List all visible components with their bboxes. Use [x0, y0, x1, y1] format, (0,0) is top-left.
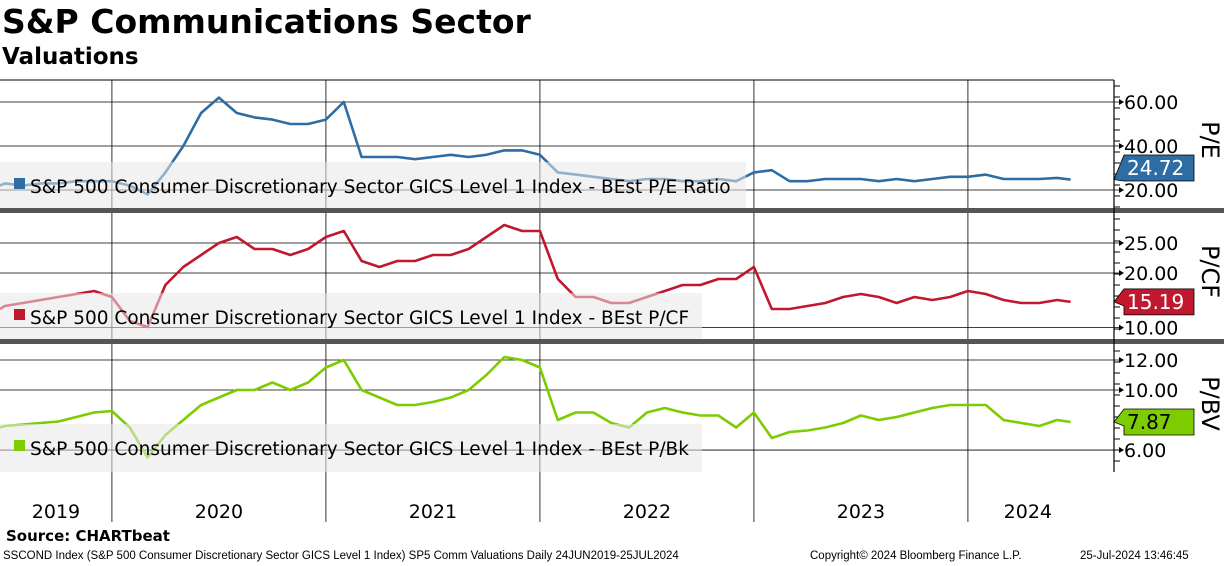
y-tick-label: 6.00: [1124, 440, 1166, 462]
y-tick-arrow: [1119, 142, 1124, 149]
y-tick-label: 20.00: [1124, 263, 1178, 285]
last-value-tag: [1113, 154, 1195, 182]
panel-separator: [0, 208, 1224, 213]
legend-label: S&P 500 Consumer Discretionary Sector GI…: [30, 177, 731, 198]
y-tick-arrow: [1119, 357, 1124, 364]
x-tick-label: 2021: [409, 501, 457, 523]
last-value-label: 7.87: [1127, 410, 1172, 434]
y-tick-label: 25.00: [1124, 233, 1178, 255]
legend-box: [0, 293, 702, 341]
legend-box: [0, 162, 746, 210]
x-tick-label: 2023: [837, 501, 885, 523]
y-axis-title: P/E: [1196, 121, 1224, 159]
y-tick-arrow: [1119, 240, 1124, 247]
series-line-pcf: [0, 223, 1071, 329]
y-axis-title: P/BV: [1196, 376, 1224, 431]
y-tick-label: 40.00: [1124, 136, 1178, 158]
y-axis-title: P/CF: [1196, 245, 1224, 298]
footer-timestamp: 25-Jul-2024 13:46:45: [1080, 550, 1189, 562]
y-tick-arrow: [1119, 98, 1124, 105]
y-tick-label: 12.00: [1124, 350, 1178, 372]
y-tick-label: 10.00: [1124, 318, 1178, 340]
y-tick-arrow: [1119, 387, 1124, 394]
last-value-tag: [1113, 288, 1195, 316]
footer-info: SSCOND Index (S&P 500 Consumer Discretio…: [3, 550, 679, 562]
chart-subtitle: Valuations: [2, 44, 139, 70]
last-value-label: 15.19: [1127, 290, 1184, 314]
source-label: Source: CHARTbeat: [6, 527, 170, 545]
y-tick-label: 10.00: [1124, 380, 1178, 402]
legend-label: S&P 500 Consumer Discretionary Sector GI…: [30, 439, 689, 460]
legend-label: S&P 500 Consumer Discretionary Sector GI…: [30, 308, 689, 329]
legend-swatch: [14, 309, 25, 320]
chart-title: S&P Communications Sector: [2, 2, 531, 41]
y-tick-label: 20.00: [1124, 180, 1178, 202]
y-tick-arrow: [1119, 186, 1124, 193]
x-tick-label: 2024: [1004, 501, 1052, 523]
y-tick-arrow: [1119, 324, 1124, 331]
footer-copyright: Copyright© 2024 Bloomberg Finance L.P.: [810, 550, 1022, 562]
last-value-tag: [1113, 408, 1195, 436]
y-tick-label: 60.00: [1124, 92, 1178, 114]
x-tick-label: 2020: [195, 501, 243, 523]
panel-separator: [0, 339, 1224, 344]
x-tick-label: 2022: [623, 501, 671, 523]
legend-box: [0, 424, 702, 472]
x-tick-label: 2019: [32, 501, 80, 523]
legend-swatch: [14, 178, 25, 189]
y-tick-arrow: [1119, 447, 1124, 454]
last-value-label: 24.72: [1127, 156, 1184, 180]
y-tick-arrow: [1119, 270, 1124, 277]
legend-swatch: [14, 440, 25, 451]
